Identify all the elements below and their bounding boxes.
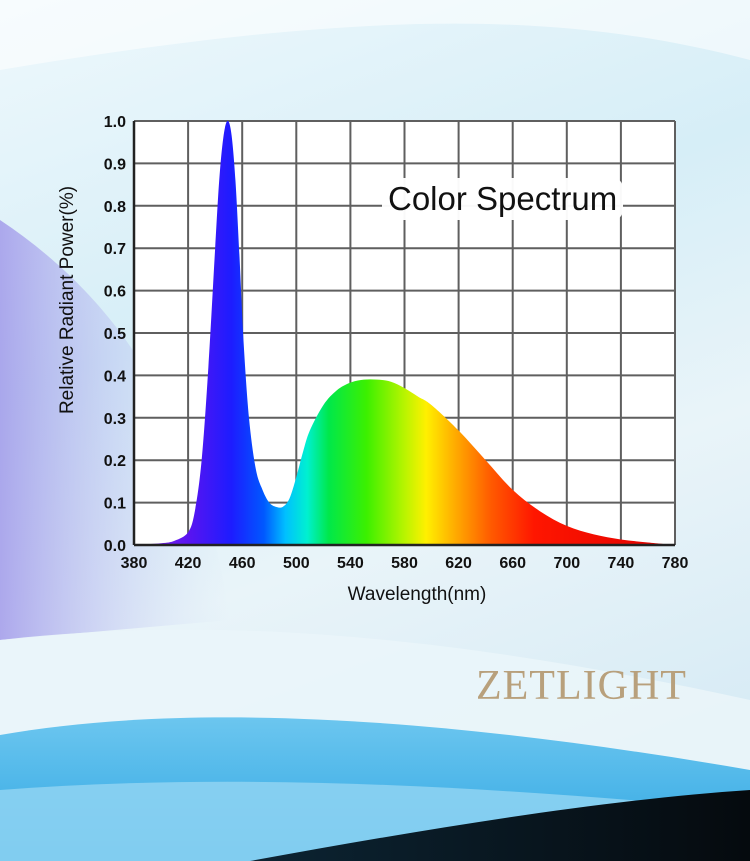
x-tick-label: 580 <box>391 555 418 572</box>
y-tick-label: 0.8 <box>104 199 126 216</box>
y-tick-label: 0.9 <box>104 156 126 173</box>
x-tick-label: 780 <box>662 555 689 572</box>
x-tick-labels: 380 420 460 500 540 580 620 660 700 740 780 <box>121 555 689 572</box>
y-tick-label: 0.7 <box>104 241 126 258</box>
y-tick-label: 0.1 <box>104 496 126 513</box>
x-tick-label: 620 <box>445 555 472 572</box>
x-tick-label: 660 <box>499 555 526 572</box>
y-tick-label: 0.4 <box>104 368 126 385</box>
x-tick-label: 460 <box>229 555 256 572</box>
y-tick-label: 0.0 <box>104 538 126 555</box>
x-tick-label: 500 <box>283 555 310 572</box>
y-tick-label: 0.3 <box>104 411 126 428</box>
y-tick-labels: 0.0 0.1 0.2 0.3 0.4 0.5 0.6 0.7 0.8 0.9 1.0 <box>104 114 126 555</box>
x-tick-label: 540 <box>337 555 364 572</box>
y-axis-label: Relative Radiant Power(%) <box>57 185 78 415</box>
plot-frame <box>132 121 675 547</box>
chart-title: Color Spectrum <box>382 178 624 220</box>
y-tick-label: 0.5 <box>104 326 126 343</box>
y-tick-label: 0.6 <box>104 284 126 301</box>
y-tick-label: 1.0 <box>104 114 126 131</box>
x-tick-label: 420 <box>175 555 202 572</box>
brand-logo-text: ZETLIGHT <box>476 663 687 709</box>
y-tick-label: 0.2 <box>104 453 126 470</box>
x-tick-label: 700 <box>553 555 580 572</box>
x-tick-label: 740 <box>608 555 635 572</box>
spectrum-area <box>134 120 675 546</box>
x-axis-label: Wavelength(nm) <box>347 584 487 605</box>
x-tick-label: 380 <box>121 555 148 572</box>
